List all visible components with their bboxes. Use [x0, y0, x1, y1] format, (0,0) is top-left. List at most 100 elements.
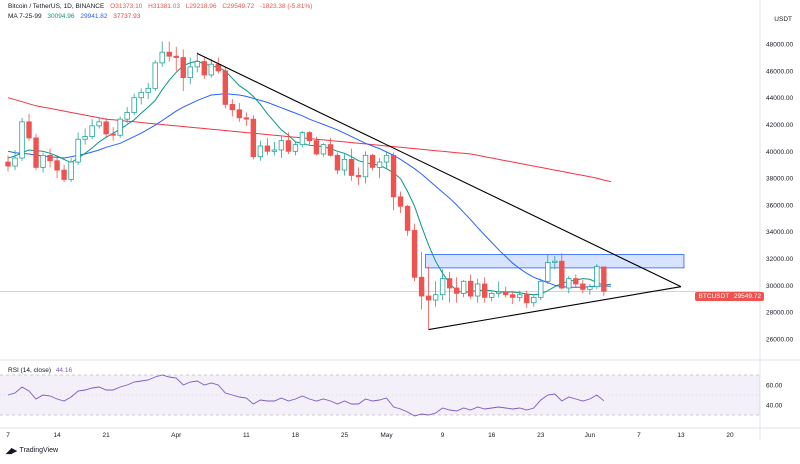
candle-body	[12, 157, 18, 167]
candle-body	[355, 175, 362, 178]
ma-label: MA 7-25-99	[8, 13, 42, 20]
candle-body	[404, 205, 411, 231]
candle-body	[376, 161, 383, 168]
currency-label: USDT	[774, 16, 792, 23]
ma7-line	[7, 60, 611, 296]
ma99-value: 37737.93	[113, 13, 141, 20]
candle-body	[278, 140, 285, 151]
brand-name: TradingView	[19, 447, 59, 454]
candle-body	[495, 291, 502, 294]
candle-body	[320, 144, 327, 155]
candle-body	[481, 283, 488, 298]
date-tick-label: 14	[53, 432, 61, 439]
current-price-tag: BTCUSDT 29549.72	[695, 292, 764, 301]
candle-body	[187, 66, 193, 79]
price-tag-value: 29549.72	[733, 293, 761, 300]
candle-body	[460, 280, 467, 294]
trendline	[197, 53, 682, 288]
symbol-title[interactable]: Bitcoin / TetherUS, 1D, BINANCE	[8, 3, 105, 10]
candle-body	[545, 262, 551, 282]
candle-body	[306, 132, 313, 141]
candle-body	[194, 61, 200, 68]
candle-body	[208, 63, 214, 76]
candle-body	[341, 158, 348, 171]
candle-body	[229, 104, 236, 111]
candle-body	[531, 296, 537, 304]
candle-body	[439, 278, 446, 296]
date-tick-label: 18	[292, 432, 300, 439]
candle-body	[159, 51, 165, 64]
date-tick-label: May	[380, 432, 393, 439]
footer-brand[interactable]: ◢▶ TradingView	[6, 446, 58, 455]
trendline	[428, 286, 682, 331]
candle-body	[26, 121, 32, 139]
candle-body	[397, 196, 404, 207]
date-tick-label: 7	[6, 432, 10, 439]
candle-body	[271, 149, 278, 152]
date-tick-label: Jun	[585, 432, 596, 439]
candle-body	[264, 145, 271, 152]
candle-body	[594, 266, 600, 288]
candle-body	[474, 283, 481, 297]
rsi-label: RSI (14, close)	[8, 367, 51, 374]
candle-body	[201, 61, 207, 76]
price-tick-label: 44000.00	[766, 95, 793, 102]
candle-body	[243, 117, 250, 120]
candle-body	[75, 138, 81, 163]
candle-body	[110, 133, 116, 136]
candle-body	[467, 280, 474, 297]
candle-body	[61, 169, 67, 180]
candle-body	[131, 97, 137, 113]
candle-body	[215, 63, 221, 72]
candle-body	[166, 51, 172, 57]
rsi-tick-label: 60.00	[766, 383, 783, 390]
candle-body	[89, 125, 95, 137]
price-change: -1823.38 (-5.81%)	[259, 3, 313, 10]
price-tick-label: 30000.00	[766, 283, 793, 290]
ma25-line	[7, 93, 611, 288]
ma7-value: 30094.96	[47, 13, 75, 20]
candle-body	[103, 121, 109, 135]
price-tick-label: 32000.00	[766, 256, 793, 263]
candle-body	[369, 154, 376, 168]
candle-body	[173, 55, 179, 58]
candle-body	[425, 295, 432, 301]
price-tick-label: 38000.00	[766, 176, 793, 183]
candle-body	[40, 154, 46, 168]
candle-body	[418, 276, 425, 297]
price-tick-label: 34000.00	[766, 229, 793, 236]
candle-body	[236, 109, 243, 119]
date-tick-label: 16	[488, 432, 496, 439]
price-tick-label: 28000.00	[766, 310, 793, 317]
date-tick-label: 20	[726, 432, 734, 439]
ma25-value: 29941.82	[80, 13, 108, 20]
ohlc-close: C29549.72	[222, 3, 255, 10]
price-tick-label: 40000.00	[766, 149, 793, 156]
ma-legend[interactable]: MA 7-25-99 30094.96 29941.82 37737.93	[8, 12, 144, 21]
candle-body	[573, 278, 579, 285]
candle-body	[250, 118, 257, 158]
candle-body	[47, 154, 53, 162]
candle-body	[524, 294, 530, 304]
candle-body	[5, 161, 11, 167]
candle-body	[580, 283, 586, 290]
date-tick-label: 9	[441, 432, 445, 439]
ohlc-low: L29218.96	[185, 3, 217, 10]
candle-body	[334, 154, 341, 171]
candle-body	[503, 291, 509, 296]
candle-body	[313, 140, 320, 155]
candle-body	[257, 145, 264, 158]
candle-body	[587, 286, 593, 290]
date-tick-label: 7	[637, 432, 641, 439]
candle-body	[82, 136, 88, 140]
date-tick-label: 13	[677, 432, 685, 439]
rsi-legend[interactable]: RSI (14, close) 44.16	[8, 367, 72, 374]
candle-body	[411, 229, 418, 278]
price-tick-label: 42000.00	[766, 122, 793, 129]
candle-body	[68, 161, 74, 180]
candle-body	[145, 87, 151, 93]
price-tag-symbol: BTCUSDT	[698, 293, 730, 300]
candle-body	[138, 91, 144, 99]
